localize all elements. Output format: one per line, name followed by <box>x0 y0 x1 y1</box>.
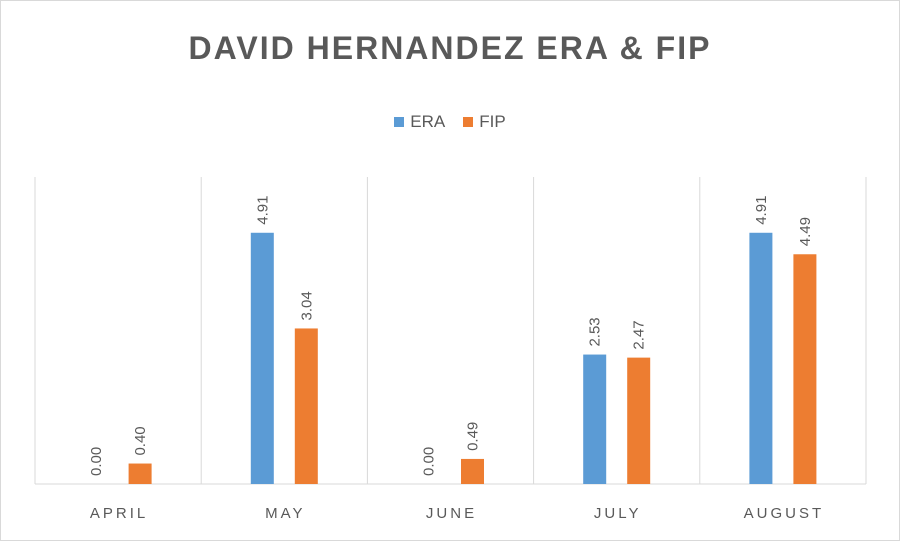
data-label-era-june: 0.00 <box>421 447 438 476</box>
data-label-fip-august: 4.49 <box>797 217 814 246</box>
legend-label-fip: FIP <box>479 112 506 131</box>
bar-fip-may <box>294 328 318 484</box>
category-label-july: JULY <box>594 505 642 522</box>
legend-label-era: ERA <box>410 112 446 131</box>
category-label-april: APRIL <box>90 505 148 522</box>
bar-fip-august <box>793 254 817 484</box>
bar-era-may <box>250 232 274 484</box>
data-label-fip-july: 2.47 <box>631 320 648 349</box>
bar-fip-april <box>128 463 152 484</box>
category-label-june: JUNE <box>426 505 477 522</box>
data-label-era-july: 2.53 <box>587 317 604 346</box>
legend-swatch-fip <box>463 117 474 127</box>
data-label-fip-april: 0.40 <box>132 426 149 455</box>
chart-title: DAVID HERNANDEZ ERA & FIP <box>188 30 712 66</box>
data-label-era-april: 0.00 <box>88 447 105 476</box>
bar-era-august <box>749 232 773 484</box>
category-label-august: AUGUST <box>744 505 825 522</box>
chart-legend: ERA FIP <box>0 112 900 132</box>
bar-fip-june <box>461 458 484 484</box>
data-label-era-may: 4.91 <box>254 196 271 225</box>
category-label-may: MAY <box>265 505 305 522</box>
bar-fip-july <box>627 357 651 484</box>
bar-era-july <box>583 354 607 484</box>
legend-item-era: ERA <box>394 112 445 132</box>
data-label-fip-may: 3.04 <box>298 291 315 320</box>
data-label-era-august: 4.91 <box>753 196 770 225</box>
legend-item-fip: FIP <box>463 112 506 132</box>
data-label-fip-june: 0.49 <box>465 422 482 451</box>
legend-swatch-era <box>394 117 405 127</box>
